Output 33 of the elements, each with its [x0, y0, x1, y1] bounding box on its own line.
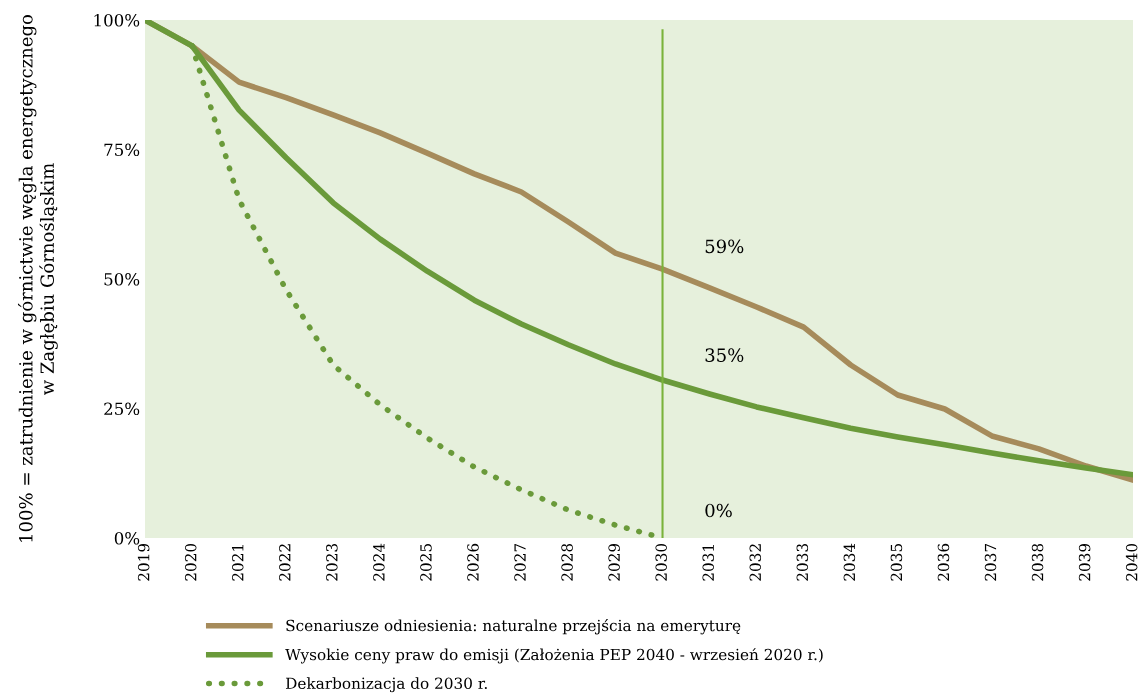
legend-label: Wysokie ceny praw do emisji (Założenia PEP 2040 - wrzesień 2020 r.) [285, 648, 823, 664]
x-tick-label: 2031 [702, 545, 714, 581]
y-tick-label: 0% [114, 531, 140, 545]
y-tick-label: 50% [104, 272, 140, 286]
x-tick-label: 2021 [231, 545, 244, 581]
x-tick-label: 2040 [1125, 543, 1138, 581]
x-tick-label: 2020 [184, 543, 197, 581]
x-tick-label: 2039 [1078, 543, 1091, 581]
x-tick-label: 2032 [749, 544, 762, 581]
y-tick-label: 25% [104, 402, 140, 416]
annotation: 59% [705, 239, 744, 254]
x-tick-label: 2028 [561, 543, 573, 581]
x-tick-label: 2024 [373, 543, 385, 581]
x-tick-label: 2029 [608, 543, 620, 581]
x-tick-label: 2036 [937, 543, 950, 581]
x-tick-label: 2026 [467, 543, 479, 581]
y-tick-label: 100% [94, 13, 140, 27]
x-tick-label: 2035 [890, 544, 903, 581]
x-tick-label: 2022 [279, 544, 291, 581]
x-tick-label: 2027 [514, 543, 526, 581]
annotation: 0% [705, 503, 732, 518]
y-axis-title: 100% = zatrudnienie w górnictwie węgla energetycznego w Zagłębiu Górnośląskim [17, 14, 58, 542]
x-tick-label: 2037 [984, 543, 997, 581]
x-tick-label: 2030 [655, 543, 667, 581]
x-tick-label: 2034 [843, 543, 856, 581]
legend-label: Scenariusze odniesienia: naturalne przejścia na emeryturę [286, 619, 741, 635]
annotation: 35% [705, 348, 744, 362]
x-tick-label: 2033 [796, 544, 809, 581]
x-tick-label: 2025 [420, 544, 432, 581]
x-tick-label: 2038 [1031, 543, 1044, 581]
y-tick-label: 75% [104, 143, 140, 157]
x-tick-label: 2023 [326, 544, 338, 581]
legend-label: Dekarbonizacja do 2030 r. [285, 677, 487, 693]
